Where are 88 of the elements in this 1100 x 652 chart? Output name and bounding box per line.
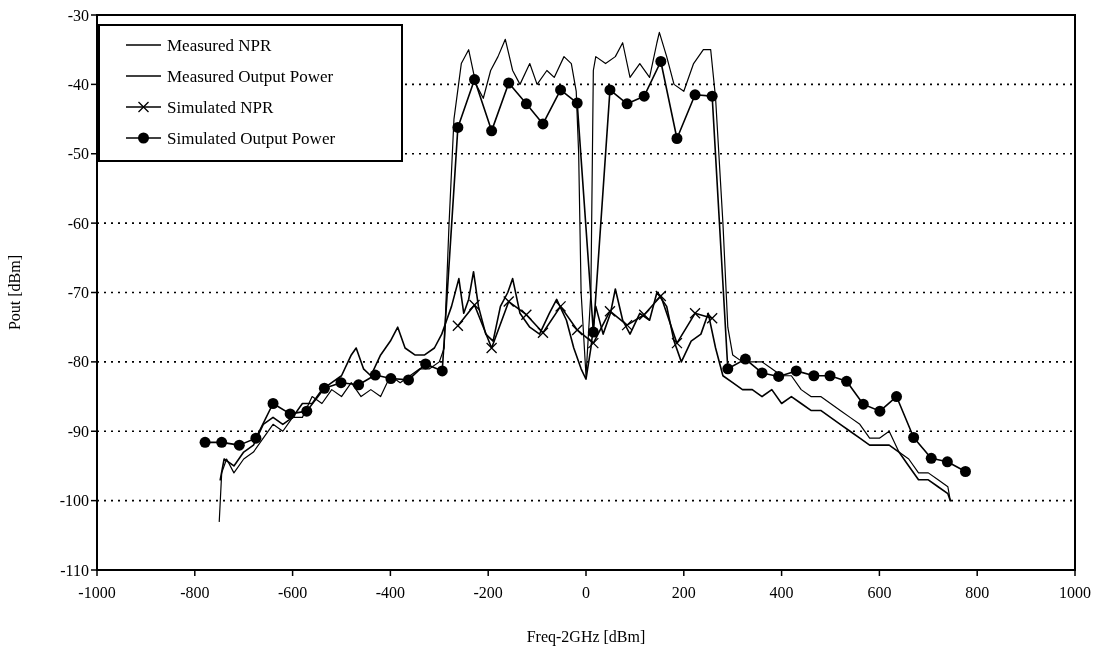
y-tick-label: -50 [67, 145, 89, 163]
legend-label: Simulated NPR [167, 97, 274, 117]
point [571, 324, 583, 336]
point [503, 295, 515, 308]
point [284, 408, 296, 420]
point [385, 373, 397, 385]
point [706, 90, 718, 102]
x-tick-label: -1000 [78, 584, 116, 601]
y-tick-label: -80 [67, 353, 89, 371]
point [537, 327, 549, 339]
point [301, 405, 313, 417]
x-tick-label: 0 [582, 584, 590, 601]
x-tick-label: 400 [769, 584, 794, 601]
point [486, 125, 498, 137]
point [655, 55, 667, 67]
point [722, 363, 734, 375]
point [555, 84, 567, 96]
legend-label: Simulated Output Power [167, 128, 336, 148]
point [689, 89, 701, 101]
point [250, 432, 262, 444]
point [520, 309, 532, 321]
point [587, 326, 599, 338]
legend-label: Measured NPR [167, 35, 273, 55]
point [773, 370, 785, 382]
point [199, 436, 211, 448]
x-tick-label: -400 [375, 584, 406, 601]
y-tick-label: -110 [60, 561, 89, 579]
point [739, 353, 751, 365]
y-tick-label: -90 [67, 422, 89, 440]
x-tick-label: 600 [867, 584, 892, 601]
x-tick-label: -600 [277, 584, 308, 601]
point [706, 312, 718, 324]
legend-label: Measured Output Power [167, 66, 334, 86]
point [267, 398, 279, 409]
point [537, 118, 549, 130]
y-axis-title: Pout [dBm] [6, 254, 23, 331]
point [638, 309, 650, 321]
point [808, 370, 820, 382]
point [638, 90, 650, 102]
point [841, 375, 853, 387]
point [959, 465, 971, 477]
point [857, 398, 869, 410]
x-tick-label: -200 [473, 584, 503, 601]
x-axis-title: Freq-2GHz [dBm] [526, 628, 646, 646]
point [452, 121, 464, 133]
point [908, 431, 920, 443]
x-tick-label: 1000 [1059, 584, 1091, 601]
point [621, 319, 633, 331]
point [469, 74, 481, 86]
point [335, 377, 347, 389]
point [318, 382, 330, 394]
point [503, 77, 515, 89]
point [874, 405, 886, 417]
y-tick-label: -60 [67, 214, 89, 232]
point [671, 337, 683, 349]
point [436, 365, 448, 377]
point [671, 132, 683, 144]
point [353, 379, 365, 391]
y-tick-label: -70 [67, 284, 89, 302]
point [587, 337, 599, 349]
point [420, 358, 432, 370]
y-tick-label: -40 [67, 75, 89, 93]
point [468, 299, 481, 311]
point [554, 300, 567, 313]
x-tick-label: 800 [965, 584, 990, 601]
point [604, 84, 616, 96]
point [790, 365, 802, 377]
point [621, 98, 633, 110]
point [216, 436, 228, 448]
point [520, 98, 532, 110]
point [604, 305, 616, 317]
x-tick-label: 200 [671, 584, 696, 601]
point [369, 369, 381, 381]
point [689, 307, 701, 319]
point [402, 374, 414, 386]
y-tick-label: -100 [59, 492, 89, 510]
point [233, 439, 245, 451]
point [485, 342, 498, 354]
point [925, 452, 937, 464]
x-tick-label: -800 [180, 584, 210, 601]
point [941, 456, 953, 468]
point [756, 367, 768, 379]
point [571, 97, 583, 109]
point [824, 370, 836, 382]
y-tick-label: -30 [67, 6, 89, 24]
point [452, 320, 464, 332]
point [655, 290, 667, 302]
point [891, 391, 903, 403]
